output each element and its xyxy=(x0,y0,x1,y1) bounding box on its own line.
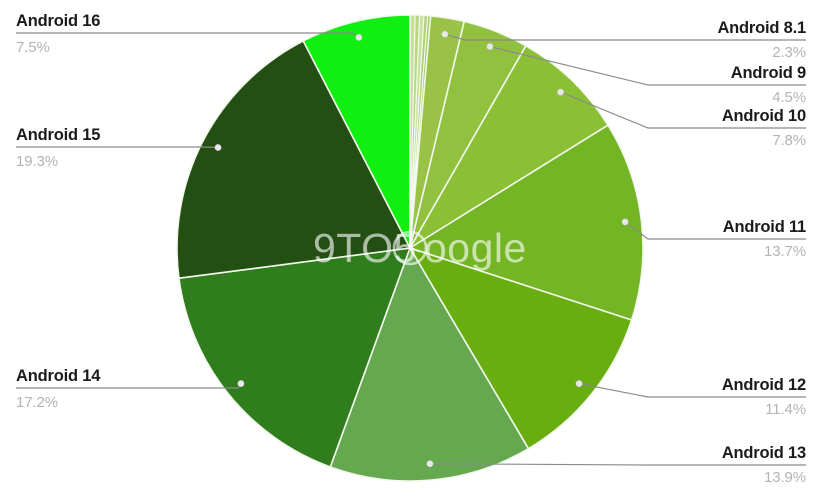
pie-slice-android-10 xyxy=(409,45,609,249)
pie-callout-labels-group: Android 8.1 2.3% Android 9 4.5%Android 10 7.… xyxy=(16,12,806,486)
label-percent-android-12: 11.4% xyxy=(765,401,806,418)
label-title-android-12: Android 12 xyxy=(722,376,806,394)
label-title-android-11: Android 11 xyxy=(723,218,806,236)
label-percent-android-8-1: 2.3% xyxy=(772,44,806,61)
leader-line-android-10 xyxy=(560,91,806,129)
watermark-clock-ring xyxy=(392,230,428,266)
leader-dot-android-16 xyxy=(355,34,363,41)
leader-line-android-12 xyxy=(578,382,806,398)
label-title-android-10: Android 10 xyxy=(722,107,806,125)
label-title-android-15: Android 15 xyxy=(16,126,100,144)
leader-dot-android-12 xyxy=(575,380,583,387)
pie-slices-group xyxy=(176,14,644,482)
leader-dot-android-15 xyxy=(214,144,222,151)
label-percent-android-16: 7.5% xyxy=(16,39,50,56)
label-percent-android-10: 7.8% xyxy=(772,132,806,149)
leader-dot-android-8-1 xyxy=(441,30,449,38)
leader-dot-android-14 xyxy=(237,380,245,387)
leader-line-android-9 xyxy=(489,46,806,86)
leader-dot-android-10 xyxy=(557,88,564,96)
watermark-clock-hand-hour xyxy=(408,246,420,253)
leader-line-android-8-1 xyxy=(444,33,806,41)
label-title-android-14: Android 14 xyxy=(16,367,101,385)
label-percent-android-14: 17.2% xyxy=(16,394,58,411)
leader-line-android-13 xyxy=(429,463,806,466)
pie-slice-android-12 xyxy=(409,247,633,450)
watermark-text-right: oogle xyxy=(424,225,527,271)
label-percent-android-13: 13.9% xyxy=(764,469,806,486)
pie-slice-android-16 xyxy=(302,14,411,249)
label-percent-android-9: 4.5% xyxy=(772,89,806,106)
pie-slice-android-11 xyxy=(409,124,644,321)
label-title-android-13: Android 13 xyxy=(722,444,806,462)
watermark-text-left: 9TO5 xyxy=(313,225,417,271)
watermark-9to5google: 9TO5 oogle xyxy=(313,225,527,271)
label-title-android-16: Android 16 xyxy=(16,12,100,30)
leader-dot-android-11 xyxy=(621,218,629,226)
label-percent-android-11: 13.7% xyxy=(764,243,806,260)
leader-line-android-11 xyxy=(624,221,806,240)
pie-slice-android-13 xyxy=(329,247,530,482)
pie-slice-android-15 xyxy=(176,40,411,280)
label-title-android-9: Android 9 xyxy=(731,64,806,82)
leader-dot-android-9 xyxy=(486,43,494,50)
label-title-android-8-1: Android 8.1 xyxy=(717,19,806,37)
pie-slice-android-14 xyxy=(178,247,411,468)
leader-dot-android-13 xyxy=(426,460,434,468)
label-percent-android-15: 19.3% xyxy=(16,153,58,170)
